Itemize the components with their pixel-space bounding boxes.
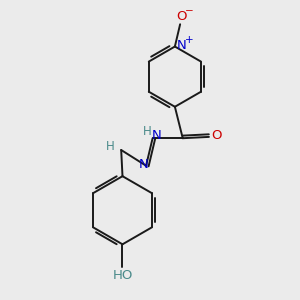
Text: H: H	[106, 140, 115, 153]
Text: H: H	[142, 125, 151, 138]
Text: +: +	[185, 35, 194, 45]
Text: O: O	[176, 10, 187, 23]
Text: −: −	[185, 6, 194, 16]
Text: O: O	[212, 129, 222, 142]
Text: HO: HO	[112, 269, 133, 282]
Text: N: N	[177, 39, 186, 52]
Text: N: N	[152, 129, 161, 142]
Text: N: N	[139, 158, 148, 171]
